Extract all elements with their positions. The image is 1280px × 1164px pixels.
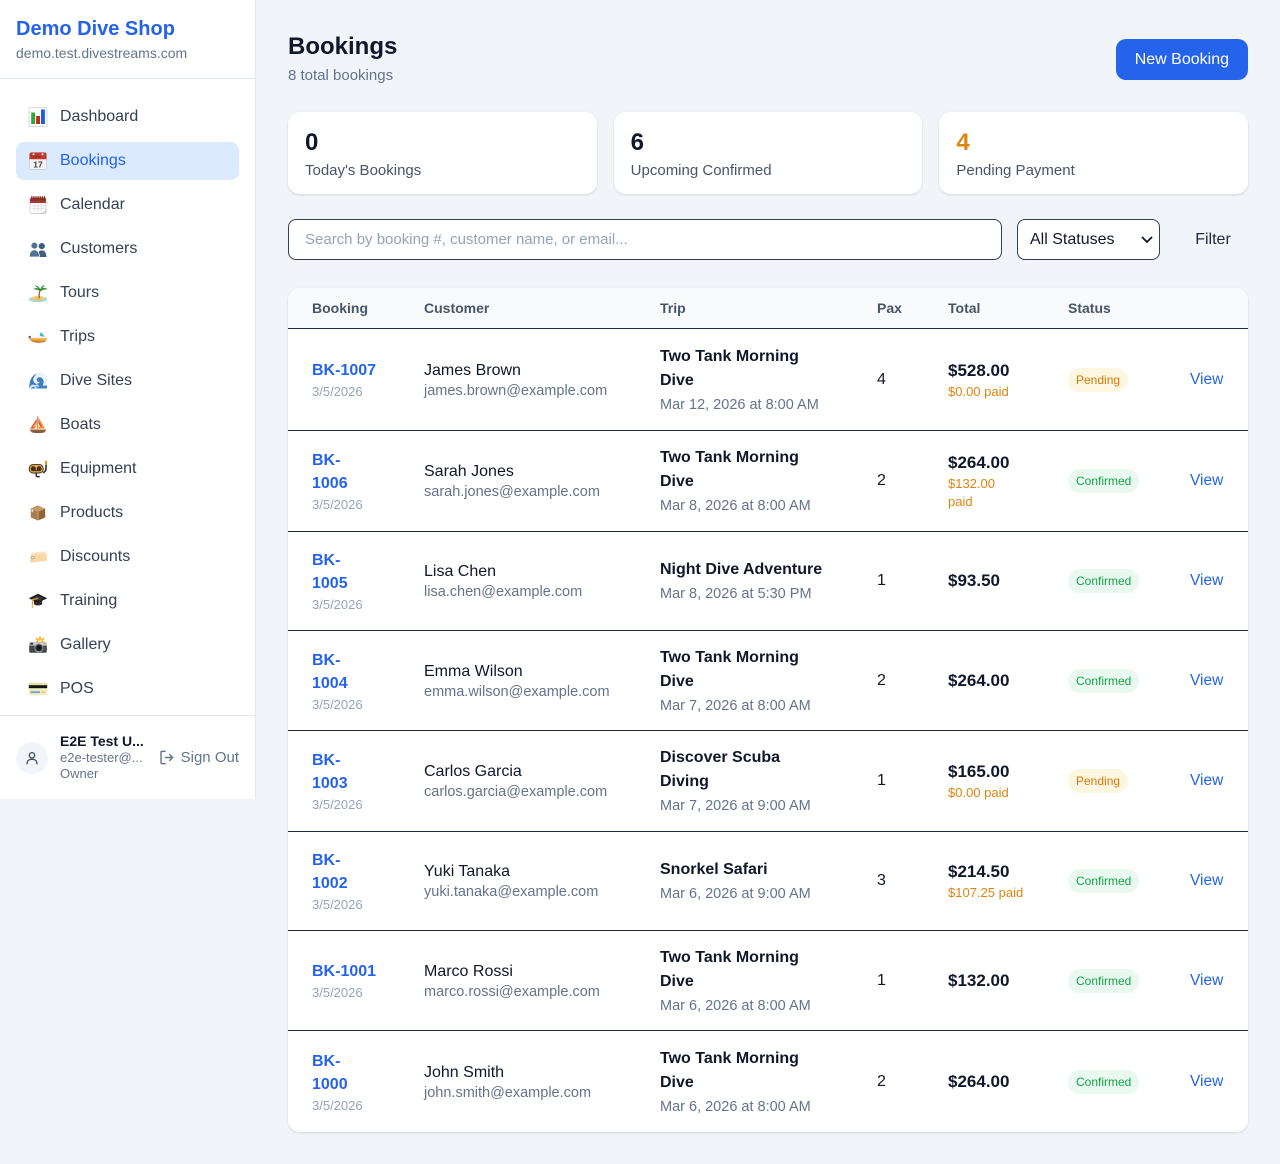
svg-text:17: 17 — [33, 159, 43, 169]
